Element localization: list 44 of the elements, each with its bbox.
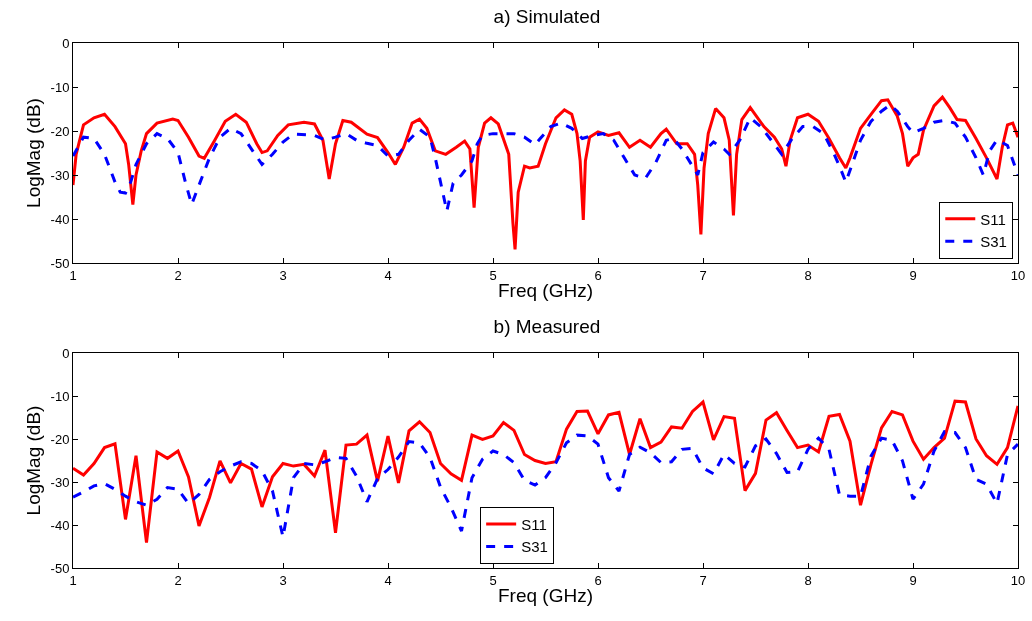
x-tick-label: 4 — [384, 572, 392, 588]
x-tick-label: 2 — [174, 267, 182, 283]
y-tick-label: -40 — [50, 211, 70, 227]
y-tick-label: 0 — [62, 345, 70, 361]
y-tick-label: -30 — [50, 474, 70, 490]
y-tick-label: -10 — [50, 79, 70, 95]
y-tick-label: -50 — [50, 255, 70, 271]
line-series — [73, 103, 1018, 213]
y-tick-label: -40 — [50, 517, 70, 533]
legend-label: S31 — [521, 538, 548, 556]
y-tick-label: 0 — [62, 35, 70, 51]
x-tick-label: 5 — [489, 267, 497, 283]
y-tick-label: -20 — [50, 431, 70, 447]
y-tick-label: -20 — [50, 123, 70, 139]
x-tick-label: 8 — [804, 267, 812, 283]
legend-label: S31 — [980, 233, 1007, 251]
chart-title: b) Measured — [493, 316, 601, 338]
x-tick-label: 10 — [1010, 267, 1026, 283]
x-axis-title: Freq (GHz) — [498, 585, 593, 607]
y-axis-title: LogMag (dB) — [23, 405, 45, 516]
y-axis-title: LogMag (dB) — [23, 98, 45, 208]
x-tick-label: 7 — [699, 572, 707, 588]
legend-label: S11 — [521, 515, 547, 533]
chart-title: a) Simulated — [493, 6, 601, 28]
y-tick-label: -50 — [50, 560, 70, 576]
x-tick-label: 9 — [909, 267, 917, 283]
x-axis-title: Freq (GHz) — [498, 280, 593, 302]
x-tick-label: 10 — [1010, 572, 1026, 588]
y-tick-label: -30 — [50, 167, 70, 183]
x-tick-label: 3 — [279, 572, 287, 588]
line-series — [73, 95, 1018, 251]
x-tick-label: 8 — [804, 572, 812, 588]
x-tick-label: 7 — [699, 267, 707, 283]
x-tick-label: 3 — [279, 267, 287, 283]
x-tick-label: 5 — [489, 572, 497, 588]
y-tick-label: -10 — [50, 388, 70, 404]
x-tick-label: 1 — [69, 267, 77, 283]
x-tick-label: 1 — [69, 572, 77, 588]
x-tick-label: 4 — [384, 267, 392, 283]
legend-label: S11 — [980, 210, 1006, 228]
x-tick-label: 6 — [594, 572, 602, 588]
x-tick-label: 9 — [909, 572, 917, 588]
x-tick-label: 6 — [594, 267, 602, 283]
x-tick-label: 2 — [174, 572, 182, 588]
